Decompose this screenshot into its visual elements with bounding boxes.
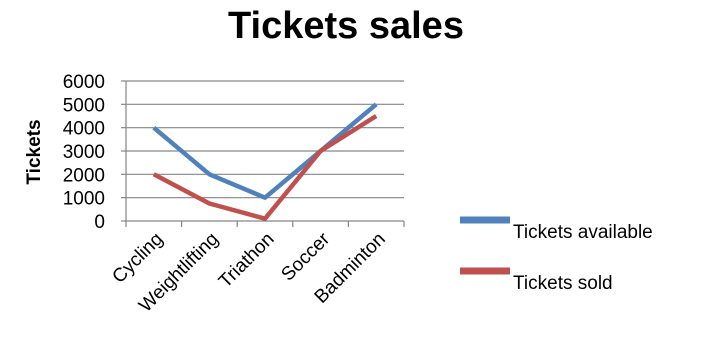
chart-title: Tickets sales: [228, 5, 464, 47]
series-lines: [152, 102, 378, 221]
legend-label: Tickets sold: [513, 273, 613, 294]
y-axis-label: Tickets: [24, 119, 45, 184]
y-tick-label: 1000: [63, 189, 105, 210]
legend-label: Tickets available: [513, 222, 653, 243]
gridlines: [125, 80, 404, 222]
y-tick-label: 6000: [63, 72, 105, 93]
y-tick-label: 5000: [63, 95, 105, 116]
y-tick-label: 4000: [63, 119, 105, 140]
y-tick-label: 3000: [63, 142, 105, 163]
y-tick-label: 0: [94, 212, 105, 233]
x-axis-ticks: CyclingWeightliftingTriathonSoccerBadmin…: [108, 221, 405, 316]
x-tick-label: Triathon: [215, 229, 279, 293]
y-tick-label: 2000: [63, 165, 105, 186]
legend: Tickets available Tickets sold: [460, 216, 653, 294]
